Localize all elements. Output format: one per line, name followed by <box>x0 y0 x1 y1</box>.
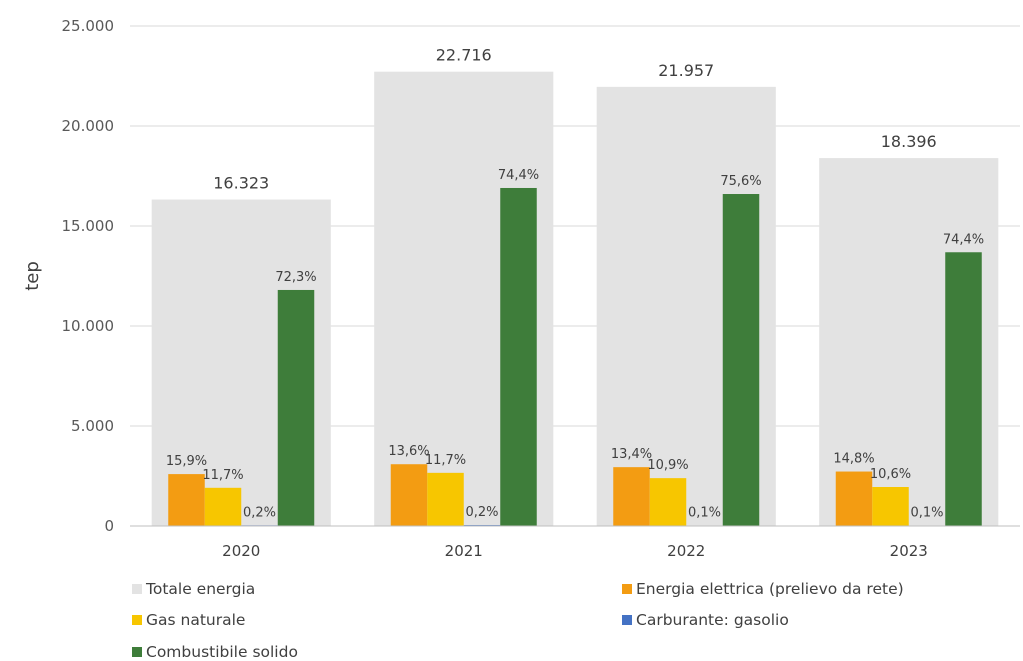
bar-energia-elettrica-prelievo-da-rete-2020 <box>168 474 205 526</box>
y-tick-label-2: 10.000 <box>62 317 115 335</box>
data-label-combustibile-solido-2021: 74,4% <box>498 168 539 183</box>
y-axis-ticks: 0 5.000 10.000 15.000 20.000 25.000 <box>62 17 115 535</box>
data-labels: 16.32315,9%11,7%0,2%72,3%22.71613,6%11,7… <box>166 46 984 521</box>
data-label-carburante-gasolio-2020: 0,2% <box>243 505 276 520</box>
bar-energia-elettrica-prelievo-da-rete-2021 <box>390 464 428 526</box>
y-axis-label: tep <box>22 261 43 291</box>
total-label-2020: 16.323 <box>213 174 269 193</box>
bar-combustibile-solido-2023 <box>945 252 982 526</box>
data-label-gas-naturale-2022: 10,9% <box>647 458 688 473</box>
data-label-energia-elettrica-prelievo-da-rete-2021: 13,6% <box>388 444 429 459</box>
data-label-carburante-gasolio-2022: 0,1% <box>688 506 721 521</box>
x-axis-ticks: 2020 2021 2022 2023 <box>222 542 928 560</box>
data-label-gas-naturale-2023: 10,6% <box>870 467 911 482</box>
data-label-carburante-gasolio-2023: 0,1% <box>910 506 943 521</box>
data-label-combustibile-solido-2020: 72,3% <box>275 270 316 285</box>
y-tick-label-4: 20.000 <box>62 117 115 135</box>
total-label-2022: 21.957 <box>658 61 714 80</box>
data-label-gas-naturale-2021: 11,7% <box>425 453 466 468</box>
bar-energia-elettrica-prelievo-da-rete-2023 <box>835 471 873 526</box>
y-tick-label-3: 15.000 <box>62 217 115 235</box>
bar-gas-naturale-2022 <box>649 478 687 526</box>
data-label-energia-elettrica-prelievo-da-rete-2020: 15,9% <box>166 454 207 469</box>
bar-combustibile-solido-2021 <box>500 187 537 527</box>
series-bars <box>168 187 982 527</box>
bar-gas-naturale-2021 <box>427 472 464 526</box>
data-label-carburante-gasolio-2021: 0,2% <box>465 505 498 520</box>
bar-combustibile-solido-2020 <box>277 289 315 526</box>
total-label-2021: 22.716 <box>436 46 492 65</box>
x-tick-label-2023: 2023 <box>890 542 928 560</box>
data-label-energia-elettrica-prelievo-da-rete-2023: 14,8% <box>833 452 874 467</box>
x-tick-label-2022: 2022 <box>667 542 705 560</box>
bar-combustibile-solido-2022 <box>722 194 760 526</box>
y-tick-label-1: 5.000 <box>71 417 114 435</box>
bar-gas-naturale-2020 <box>204 487 242 526</box>
data-label-combustibile-solido-2023: 74,4% <box>943 232 984 247</box>
y-tick-label-5: 25.000 <box>62 17 115 35</box>
bar-gas-naturale-2023 <box>872 487 909 526</box>
x-tick-label-2020: 2020 <box>222 542 260 560</box>
total-label-2023: 18.396 <box>881 132 937 151</box>
data-label-combustibile-solido-2022: 75,6% <box>720 174 761 189</box>
data-label-energia-elettrica-prelievo-da-rete-2022: 13,4% <box>611 447 652 462</box>
bar-energia-elettrica-prelievo-da-rete-2022 <box>613 467 650 526</box>
x-tick-label-2021: 2021 <box>445 542 483 560</box>
y-tick-label-0: 0 <box>104 517 114 535</box>
data-label-gas-naturale-2020: 11,7% <box>202 468 243 483</box>
